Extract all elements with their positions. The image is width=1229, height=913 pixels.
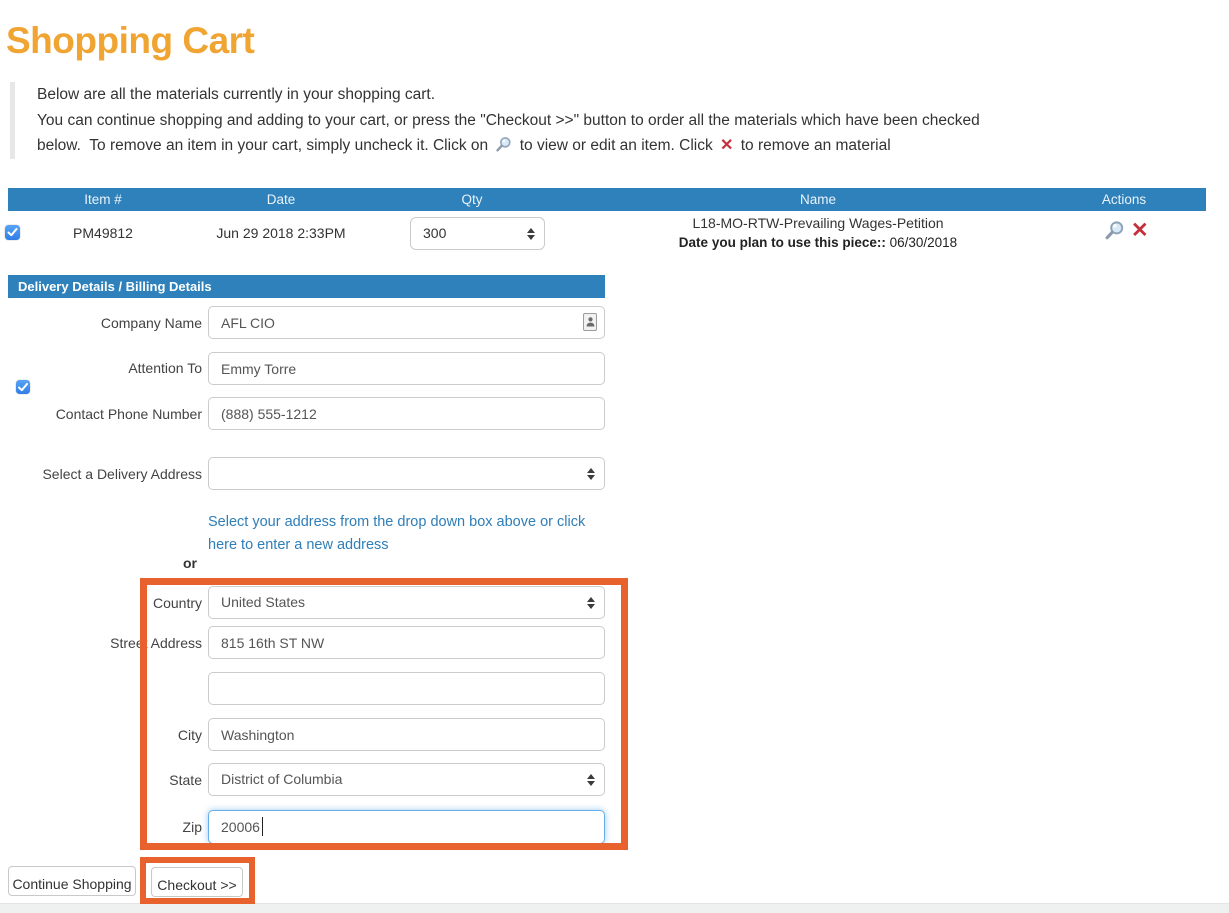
column-header-name: Name (799, 192, 837, 207)
street-address-label: Street Address (110, 635, 202, 651)
state-select-value: District of Columbia (221, 771, 343, 787)
intro-line-3: below. To remove an item in your cart, s… (37, 133, 1200, 159)
select-stepper-icon (527, 227, 535, 240)
continue-shopping-button[interactable]: Continue Shopping (8, 866, 136, 896)
street-address-input[interactable] (208, 626, 605, 659)
contact-phone-input[interactable] (208, 397, 605, 430)
company-name-label: Company Name (100, 315, 202, 331)
delivery-address-select-label: Select a Delivery Address (42, 466, 202, 482)
item-checkbox[interactable] (5, 225, 20, 240)
zip-label: Zip (182, 819, 202, 835)
country-select-value: United States (221, 594, 306, 610)
checkout-button[interactable]: Checkout >> (151, 867, 243, 897)
new-address-link[interactable]: Select your address from the drop down b… (208, 514, 586, 553)
red-x-icon: ✕ (720, 137, 734, 154)
column-header-date: Date (266, 192, 296, 207)
item-number: PM49812 (73, 225, 133, 241)
city-input[interactable] (208, 718, 605, 751)
select-stepper-icon (587, 596, 595, 609)
column-header-qty: Qty (461, 192, 483, 207)
item-name: L18-MO-RTW-Prevailing Wages-Petition (692, 215, 944, 231)
intro-line-3-text-b: to view or edit an item. Click (519, 137, 713, 154)
intro-line-3-text-a: below. To remove an item in your cart, s… (37, 137, 489, 154)
delivery-address-select[interactable] (208, 457, 605, 490)
page-bottom-edge (0, 903, 1229, 913)
attention-to-label: Attention To (128, 360, 202, 376)
street-address-2-input[interactable] (208, 672, 605, 705)
qty-select[interactable]: 300 (410, 217, 545, 250)
country-select[interactable]: United States (208, 586, 605, 619)
magnifier-icon (496, 137, 511, 152)
zip-input[interactable] (208, 810, 605, 844)
country-label: Country (152, 595, 202, 611)
select-all-checkbox[interactable] (16, 380, 30, 394)
column-header-item: Item # (84, 192, 122, 207)
column-header-actions: Actions (1101, 192, 1147, 207)
intro-blockquote: Below are all the materials currently in… (10, 82, 1200, 159)
page-title: Shopping Cart (6, 20, 255, 61)
intro-line-3-text-c: to remove an material (740, 137, 891, 154)
remove-item-x-icon[interactable]: ✕ (1131, 219, 1149, 242)
use-date-label: Date you plan to use this piece:: (678, 235, 886, 250)
company-name-input[interactable] (208, 306, 605, 339)
or-text: or (183, 555, 197, 571)
item-use-date-line: Date you plan to use this piece:: 06/30/… (679, 235, 957, 250)
state-label: State (169, 772, 202, 788)
use-date-value: 06/30/2018 (889, 235, 958, 250)
delivery-details-header: Delivery Details / Billing Details (8, 275, 605, 298)
cart-table-header: Item # Date Qty Name Actions (8, 188, 1206, 394)
intro-line-2: You can continue shopping and adding to … (37, 111, 980, 129)
select-stepper-icon (587, 773, 595, 786)
view-edit-magnifier-icon[interactable] (1104, 220, 1125, 241)
item-date: Jun 29 2018 2:33PM (216, 225, 346, 241)
state-select[interactable]: District of Columbia (208, 763, 605, 796)
select-stepper-icon (587, 467, 595, 480)
city-label: City (177, 727, 202, 743)
contact-phone-label: Contact Phone Number (55, 406, 202, 422)
autofill-contact-icon[interactable] (583, 313, 597, 331)
intro-line-1: Below are all the materials currently in… (37, 86, 436, 103)
attention-to-input[interactable] (208, 352, 605, 385)
qty-select-value: 300 (423, 225, 447, 241)
text-cursor (262, 817, 263, 836)
